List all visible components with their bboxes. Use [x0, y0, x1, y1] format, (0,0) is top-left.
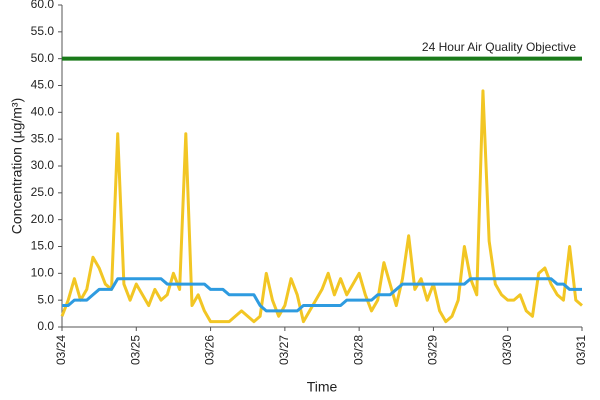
- x-axis-label: Time: [307, 379, 338, 395]
- y-tick-label: 55.0: [31, 24, 55, 38]
- y-tick-label: 40.0: [31, 105, 55, 119]
- x-tick-label: 03/31: [574, 335, 588, 365]
- y-tick-label: 60.0: [31, 0, 55, 11]
- y-tick-label: 0.0: [37, 319, 54, 333]
- series-line: [62, 277, 582, 313]
- y-tick-label: 15.0: [31, 239, 55, 253]
- objective-label: 24 Hour Air Quality Objective: [422, 40, 576, 54]
- x-tick-label: 03/30: [500, 335, 514, 365]
- y-tick-label: 45.0: [31, 78, 55, 92]
- series-line: [60, 89, 583, 324]
- y-tick-label: 20.0: [31, 212, 55, 226]
- y-tick-label: 25.0: [31, 185, 55, 199]
- x-tick-label: 03/25: [128, 335, 142, 365]
- x-tick-label: 03/28: [351, 335, 365, 365]
- x-tick-label: 03/24: [54, 335, 68, 365]
- y-tick-label: 5.0: [37, 292, 54, 306]
- y-tick-label: 10.0: [31, 266, 55, 280]
- y-tick-label: 35.0: [31, 131, 55, 145]
- y-tick-label: 50.0: [31, 51, 55, 65]
- y-tick-label: 30.0: [31, 158, 55, 172]
- x-tick-label: 03/29: [426, 335, 440, 365]
- x-tick-label: 03/27: [277, 335, 291, 365]
- y-axis-label: Concentration (µg/m³): [9, 98, 25, 234]
- x-tick-label: 03/26: [203, 335, 217, 365]
